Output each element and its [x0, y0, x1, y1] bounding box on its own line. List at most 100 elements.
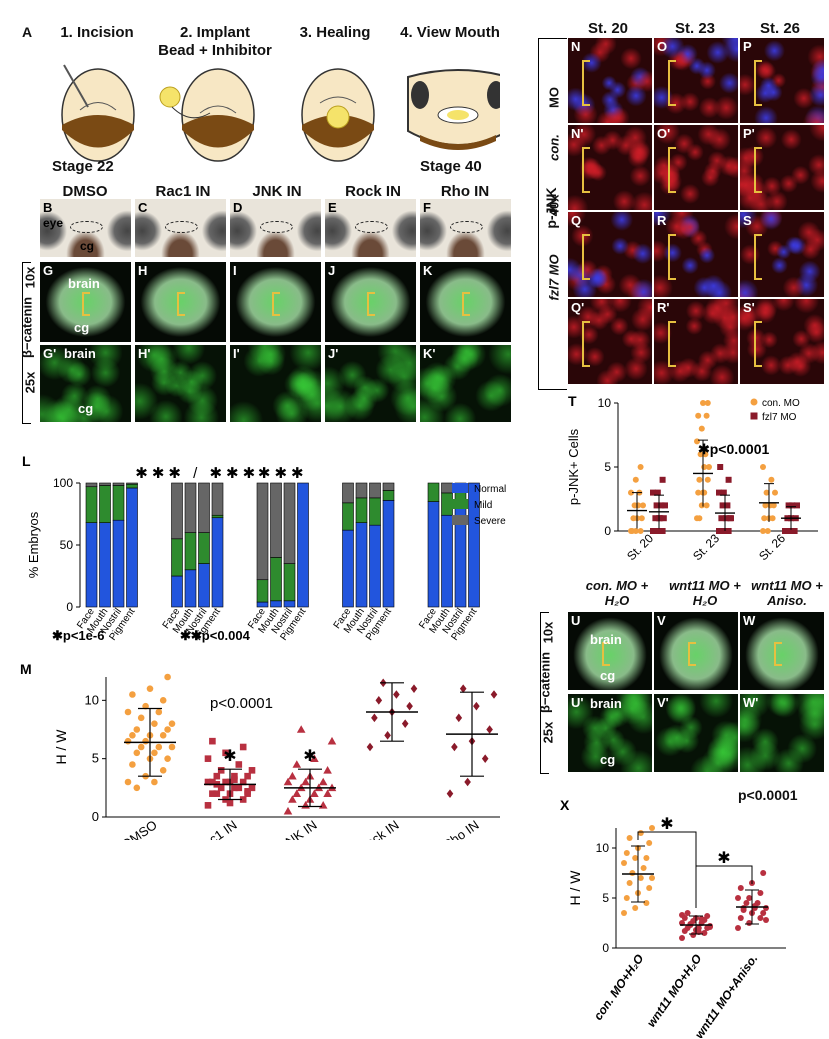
- brain-label: brain: [68, 276, 100, 291]
- panel-label: U': [571, 695, 584, 710]
- beta-right-label: β−catenin: [537, 651, 553, 714]
- data-point: [323, 789, 332, 797]
- pval-annotation: ✱p<0.0001: [698, 441, 769, 457]
- data-point: [151, 720, 158, 727]
- panel-label: E: [328, 200, 337, 215]
- data-point: [623, 895, 630, 901]
- mouth-outline: [70, 221, 103, 234]
- data-point: [794, 502, 800, 509]
- panel-label: I': [233, 346, 240, 361]
- y-axis-label: p-JNK+ Cells: [566, 428, 581, 505]
- data-point: [146, 685, 154, 692]
- stacked-bar-segment: [256, 482, 269, 581]
- data-point: [164, 726, 171, 733]
- yellow-bracket: [754, 234, 762, 280]
- data-point: [760, 528, 766, 534]
- panel-label: Q': [571, 300, 585, 315]
- legend-label: Normal: [474, 484, 506, 495]
- data-point: [763, 489, 770, 496]
- data-point: [789, 502, 796, 509]
- data-point: [366, 742, 374, 752]
- y-tick-label: 5: [602, 891, 609, 905]
- data-point: [626, 835, 633, 841]
- data-point: [704, 913, 711, 919]
- microscopy-10x: I: [230, 262, 321, 342]
- data-point: [637, 528, 644, 534]
- data-point: [168, 743, 176, 751]
- data-point: [288, 795, 297, 803]
- stacked-bar-segment: [427, 501, 440, 608]
- legend-label: con. MO: [762, 398, 800, 409]
- stacked-bar-segment: [126, 482, 138, 485]
- data-point: [640, 502, 646, 509]
- data-point: [746, 920, 753, 926]
- significance-stars: ✱✱✱: [258, 465, 308, 482]
- data-point: [760, 910, 767, 916]
- stacked-bar-segment: [369, 482, 381, 499]
- data-point: [129, 691, 136, 698]
- schematic-panel: 1. Incision 2. Implant Bead + Inhibitor …: [42, 22, 500, 172]
- y-tick-label: 0: [604, 524, 611, 538]
- stacked-bar-segment: [184, 569, 197, 608]
- data-point: [248, 767, 256, 774]
- x-tick-label: Rho IN: [440, 817, 482, 840]
- data-point: [490, 690, 498, 699]
- data-point: [129, 761, 136, 768]
- data-point: [410, 684, 418, 693]
- panel-label: W': [743, 695, 759, 710]
- stacked-bar-segment: [468, 482, 480, 608]
- data-point: [406, 701, 413, 711]
- stacked-bar-segment: [198, 563, 210, 608]
- data-point: [651, 528, 658, 534]
- stacked-bar-segment: [369, 524, 381, 608]
- data-point: [653, 502, 660, 509]
- microscopy-25x: I': [230, 345, 321, 422]
- stacked-bar-segment: [126, 483, 138, 489]
- data-point: [217, 767, 225, 774]
- pjnk-panel: N: [568, 38, 652, 123]
- data-point: [384, 731, 391, 740]
- step-implant: 2. Implant: [179, 24, 250, 41]
- data-point: [226, 799, 234, 807]
- data-point: [764, 528, 771, 534]
- data-point: [133, 784, 141, 792]
- stacked-bar-segment: [171, 538, 183, 577]
- x-tick-label: St. 20: [624, 531, 656, 563]
- microscopy-10x: V: [654, 612, 738, 690]
- data-point: [728, 515, 734, 522]
- microscopy-10x: K: [420, 262, 511, 342]
- yellow-bracket: [366, 292, 375, 317]
- data-point: [658, 502, 665, 509]
- legend-swatch: [452, 483, 468, 493]
- yellow-bracket: [687, 641, 696, 666]
- step-healing: 3. Healing: [299, 24, 371, 41]
- data-point: [724, 502, 731, 509]
- yellow-bracket: [754, 321, 762, 367]
- stacked-bar-segment: [382, 490, 395, 501]
- data-point: [632, 855, 639, 861]
- yellow-bracket: [754, 147, 762, 193]
- y-tick-label: 100: [53, 476, 73, 490]
- stacked-bar-segment: [342, 482, 354, 504]
- data-point: [772, 489, 778, 496]
- data-point: [654, 528, 661, 534]
- right-col-1: con. MO + H₂O: [585, 578, 649, 608]
- pjnk-panel: P': [740, 125, 824, 210]
- chart-t: T 0 5 10 p-JNK+ Cells St. 20 St. 23 St. 26 ✱p<0.…: [566, 393, 818, 563]
- panel-label: V': [657, 695, 669, 710]
- data-point: [657, 515, 664, 522]
- y-tick-label: 10: [85, 692, 99, 707]
- brightfield-panel: F: [420, 199, 511, 257]
- data-point: [746, 895, 753, 901]
- panel-label: W: [743, 613, 756, 628]
- stacked-bar-segment: [427, 482, 440, 502]
- schematic-drawings: [61, 64, 500, 162]
- cg-label: cg: [600, 752, 616, 767]
- mo-label: MO: [546, 87, 562, 108]
- data-point: [244, 788, 251, 795]
- y-tick-label: 0: [92, 809, 99, 824]
- cg-label: cg: [78, 401, 94, 416]
- data-point: [371, 713, 378, 723]
- yellow-bracket: [582, 60, 590, 106]
- yellow-bracket: [271, 292, 280, 317]
